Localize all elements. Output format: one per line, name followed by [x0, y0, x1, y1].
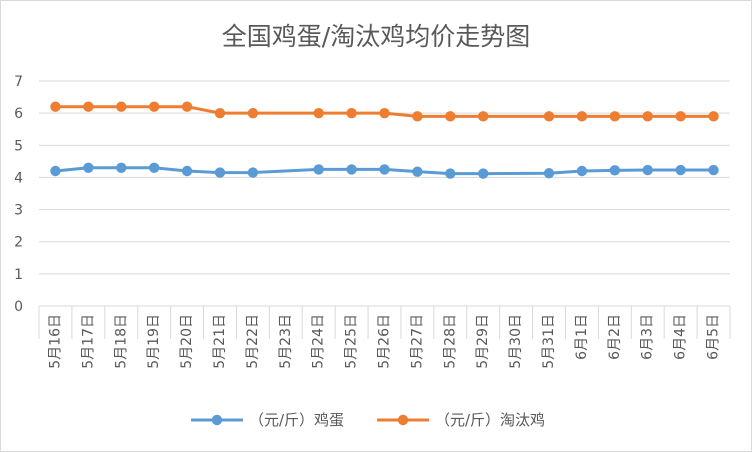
y-tick-label: 6	[14, 106, 23, 122]
data-point	[543, 168, 555, 179]
data-point	[247, 107, 259, 119]
x-tick-label: 5月16日	[47, 314, 63, 369]
data-point	[214, 107, 226, 119]
y-tick-label: 1	[14, 267, 23, 283]
y-tick-label: 4	[14, 170, 23, 186]
legend-label-0: （元/斤）鸡蛋	[249, 411, 344, 429]
data-point	[214, 167, 226, 178]
y-tick-label: 3	[14, 203, 23, 219]
x-tick-label: 5月24日	[311, 314, 327, 369]
data-point	[708, 111, 719, 122]
data-point	[148, 162, 160, 173]
x-tick-label: 5月21日	[212, 314, 228, 369]
data-point	[675, 164, 686, 176]
x-tick-label: 5月30日	[508, 314, 524, 369]
data-point	[675, 111, 686, 122]
data-point	[116, 162, 127, 173]
data-point	[412, 166, 423, 177]
data-point	[642, 164, 653, 176]
data-point	[576, 111, 588, 122]
data-point	[478, 111, 489, 122]
x-tick-label: 5月22日	[245, 314, 261, 369]
data-point	[247, 167, 259, 178]
data-point	[116, 101, 127, 112]
x-tick-label: 6月5日	[706, 314, 722, 360]
x-tick-label: 5月31日	[541, 314, 557, 369]
legend: （元/斤）鸡蛋 （元/斤）淘汰鸡	[191, 411, 545, 429]
legend-label-1: （元/斤）淘汰鸡	[435, 411, 545, 429]
data-point	[642, 111, 653, 122]
data-point	[576, 165, 588, 177]
y-tick-label: 5	[14, 138, 23, 154]
data-point	[50, 101, 61, 112]
x-tick-label: 5月29日	[475, 314, 491, 369]
data-point	[708, 164, 719, 176]
data-point	[181, 165, 193, 177]
data-point	[445, 168, 456, 179]
data-point	[543, 111, 555, 122]
x-tick-label: 5月28日	[442, 314, 458, 369]
data-point	[50, 165, 61, 177]
y-tick-label: 2	[14, 235, 23, 251]
gridlines	[39, 80, 730, 307]
x-tick-label: 5月26日	[377, 314, 393, 369]
data-point	[83, 162, 94, 173]
chart-title: 全国鸡蛋/淘汰鸡均价走势图	[222, 22, 530, 51]
data-point	[83, 101, 94, 112]
x-tick-label: 6月2日	[607, 314, 623, 360]
x-tick-label: 5月19日	[146, 314, 162, 369]
y-tick-label: 7	[14, 74, 23, 90]
data-point	[181, 101, 193, 112]
legend-marker-1	[397, 414, 409, 426]
data-point	[346, 107, 357, 119]
y-axis: 0 1 2 3 4 5 6 7	[14, 74, 23, 315]
data-point	[313, 164, 324, 175]
data-point	[379, 107, 390, 119]
x-tick-label: 5月25日	[344, 314, 360, 369]
x-tick-label: 5月17日	[80, 314, 96, 369]
data-point	[346, 164, 357, 175]
data-point	[379, 164, 390, 175]
x-tick-label: 6月1日	[574, 314, 590, 360]
data-point	[609, 111, 621, 122]
y-tick-label: 0	[14, 299, 23, 315]
data-point	[445, 111, 456, 122]
data-point	[478, 168, 489, 179]
data-point	[609, 165, 621, 176]
legend-marker-0	[211, 414, 223, 426]
data-point	[313, 107, 324, 119]
x-tick-label: 6月3日	[640, 314, 656, 360]
x-tick-label: 5月20日	[179, 314, 195, 369]
data-point	[148, 101, 160, 112]
x-axis: 5月16日 5月17日 5月18日 5月19日 5月20日 5月21日 5月22日 5月23日…	[38, 306, 731, 369]
x-tick-label: 5月23日	[278, 314, 294, 369]
x-tick-label: 6月4日	[673, 314, 689, 360]
data-point	[412, 111, 423, 122]
x-tick-label: 5月18日	[113, 314, 129, 369]
x-tick-label: 5月27日	[409, 314, 425, 369]
series-lines	[50, 101, 719, 179]
